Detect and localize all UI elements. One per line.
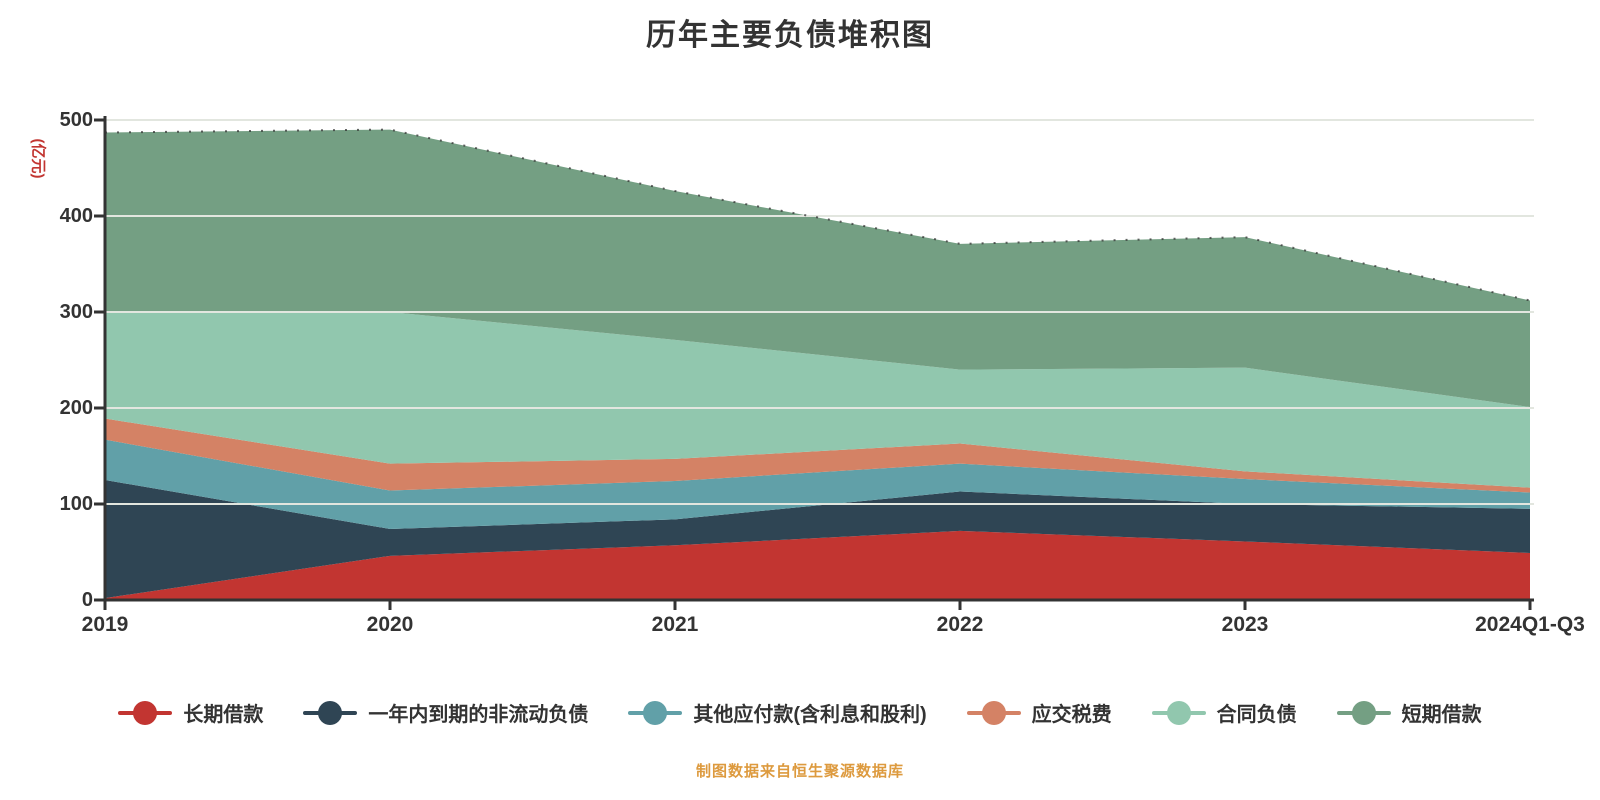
- legend-label: 长期借款: [183, 704, 264, 726]
- legend-dot-icon: [1166, 700, 1191, 725]
- legend-item-3[interactable]: 其他应付款(含利息和股利): [628, 698, 927, 727]
- y-tick-label-400: 400: [59, 205, 93, 227]
- y-axis-unit-label: (亿元): [29, 138, 47, 179]
- area-band-1[interactable]: [105, 530, 1530, 600]
- legend-item-4[interactable]: 应交税费: [966, 698, 1112, 727]
- legend-line-dot-icon: [966, 700, 1021, 725]
- x-tick-label-2021: 2021: [651, 613, 699, 636]
- area-band-6[interactable]: [105, 129, 1530, 408]
- legend-line-dot-icon: [1151, 700, 1206, 725]
- legend-dot-icon: [643, 700, 668, 725]
- legend-dot-icon: [318, 700, 343, 725]
- x-tick-label-2019: 2019: [81, 613, 129, 636]
- y-tick-label-0: 0: [81, 589, 93, 611]
- legend-item-6[interactable]: 短期借款: [1336, 698, 1482, 727]
- x-tick-label-2020: 2020: [366, 613, 414, 636]
- legend-dot-icon: [1351, 700, 1376, 725]
- area-band-3[interactable]: [105, 439, 1530, 529]
- legend-label: 应交税费: [1031, 704, 1112, 726]
- area-band-5[interactable]: [105, 312, 1530, 488]
- area-band-2[interactable]: [105, 480, 1530, 599]
- data-source-note: 制图数据来自恒生聚源数据库: [695, 763, 904, 780]
- legend-line-dot-icon: [1336, 700, 1391, 725]
- chart-legend: 长期借款 一年内到期的非流动负债 其他应付款(含利息和股利) 应交税费 合同负债 短期借款: [0, 698, 1600, 727]
- x-tick-label-2024Q1-Q3: 2024Q1-Q3: [1475, 613, 1585, 636]
- legend-line-dot-icon: [118, 700, 173, 725]
- y-tick-label-200: 200: [59, 397, 93, 419]
- y-tick-label-100: 100: [59, 493, 93, 515]
- chart-title: 历年主要负债堆积图: [646, 19, 934, 52]
- legend-label: 短期借款: [1401, 704, 1482, 726]
- legend-line-dot-icon: [628, 700, 683, 725]
- legend-label: 其他应付款(含利息和股利): [693, 704, 927, 726]
- legend-label: 合同负债: [1216, 704, 1297, 726]
- total-silhouette-line: [104, 128, 1531, 302]
- legend-dot-icon: [133, 700, 158, 725]
- legend-dot-icon: [981, 700, 1006, 725]
- y-tick-label-500: 500: [59, 109, 93, 131]
- y-tick-label-300: 300: [59, 301, 93, 323]
- legend-item-5[interactable]: 合同负债: [1151, 698, 1297, 727]
- legend-line-dot-icon: [303, 700, 358, 725]
- x-tick-label-2022: 2022: [936, 613, 984, 636]
- legend-item-2[interactable]: 一年内到期的非流动负债: [303, 698, 588, 727]
- legend-item-1[interactable]: 长期借款: [118, 698, 263, 727]
- legend-label: 一年内到期的非流动负债: [368, 704, 589, 726]
- area-band-4[interactable]: [105, 418, 1530, 493]
- x-tick-label-2023: 2023: [1221, 613, 1269, 636]
